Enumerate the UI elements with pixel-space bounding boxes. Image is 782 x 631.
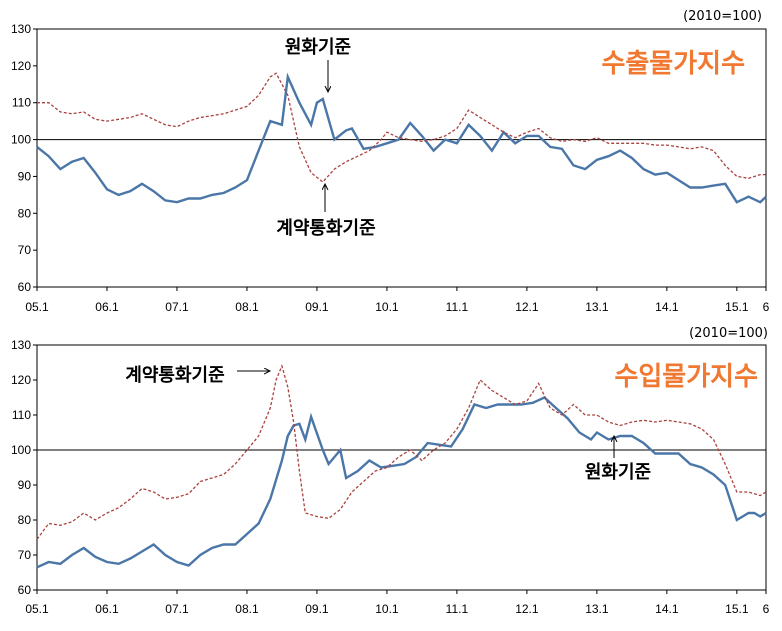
x-tick-label: 13.1 [585,300,609,314]
y-tick-label: 120 [11,373,31,387]
y-tick-label: 80 [18,513,32,527]
y-tick-label: 100 [11,133,31,147]
x-tick-label: 05.1 [25,300,49,314]
y-tick-label: 90 [18,478,32,492]
x-tick-label: 6 [763,602,770,616]
x-tick-label: 07.1 [165,300,189,314]
plot-frame [36,28,767,288]
x-tick-label: 13.1 [585,602,609,616]
series-line-contract-currency [37,72,766,183]
x-tick-label: 05.1 [25,602,49,616]
x-tick-label: 08.1 [235,602,259,616]
series-line-contract-currency [36,364,767,540]
x-tick-label: 14.1 [655,602,679,616]
x-tick-label: 08.1 [235,300,259,314]
x-tick-label: 06.1 [95,300,119,314]
x-tick-label: 06.1 [95,602,119,616]
y-tick-label: 80 [18,206,32,220]
y-tick-label: 60 [18,280,32,294]
chart-title: 수입물가지수 [614,362,758,392]
x-tick-label: 11.1 [446,300,469,314]
y-tick-label: 110 [12,408,31,422]
chart-title: 수출물가지수 [601,49,745,79]
y-tick-label: 130 [11,338,31,352]
x-tick-label: 11.1 [446,602,469,616]
y-tick-label: 100 [11,443,31,457]
x-tick-label: 15.1 [725,300,749,314]
y-tick-label: 120 [11,59,31,73]
x-tick-label: 6 [763,300,770,314]
unit-label: (2010=100) [689,326,768,341]
x-tick-label: 10.1 [375,602,399,616]
x-tick-label: 12.1 [515,300,539,314]
x-tick-label: 10.1 [375,300,399,314]
x-tick-label: 09.1 [305,300,329,314]
annotation-label: 원화기준 [285,37,351,58]
plot-frame [36,344,767,591]
annotation-label: 원화기준 [585,462,651,483]
y-tick-label: 110 [12,96,31,110]
series-line-won [36,396,767,569]
x-tick-label: 07.1 [165,602,189,616]
x-tick-label: 15.1 [725,602,749,616]
x-tick-label: 09.1 [305,602,329,616]
x-tick-label: 14.1 [655,300,679,314]
y-tick-label: 70 [18,548,32,562]
series-line-won [36,72,767,204]
y-tick-label: 90 [18,169,32,183]
annotation-label: 계약통화기준 [276,217,375,239]
annotation-label: 계약통화기준 [125,364,224,386]
x-tick-label: 12.1 [515,602,539,616]
y-tick-label: 130 [11,22,31,36]
y-tick-label: 60 [18,583,32,597]
y-tick-label: 70 [18,243,32,257]
unit-label: (2010=100) [683,9,762,24]
